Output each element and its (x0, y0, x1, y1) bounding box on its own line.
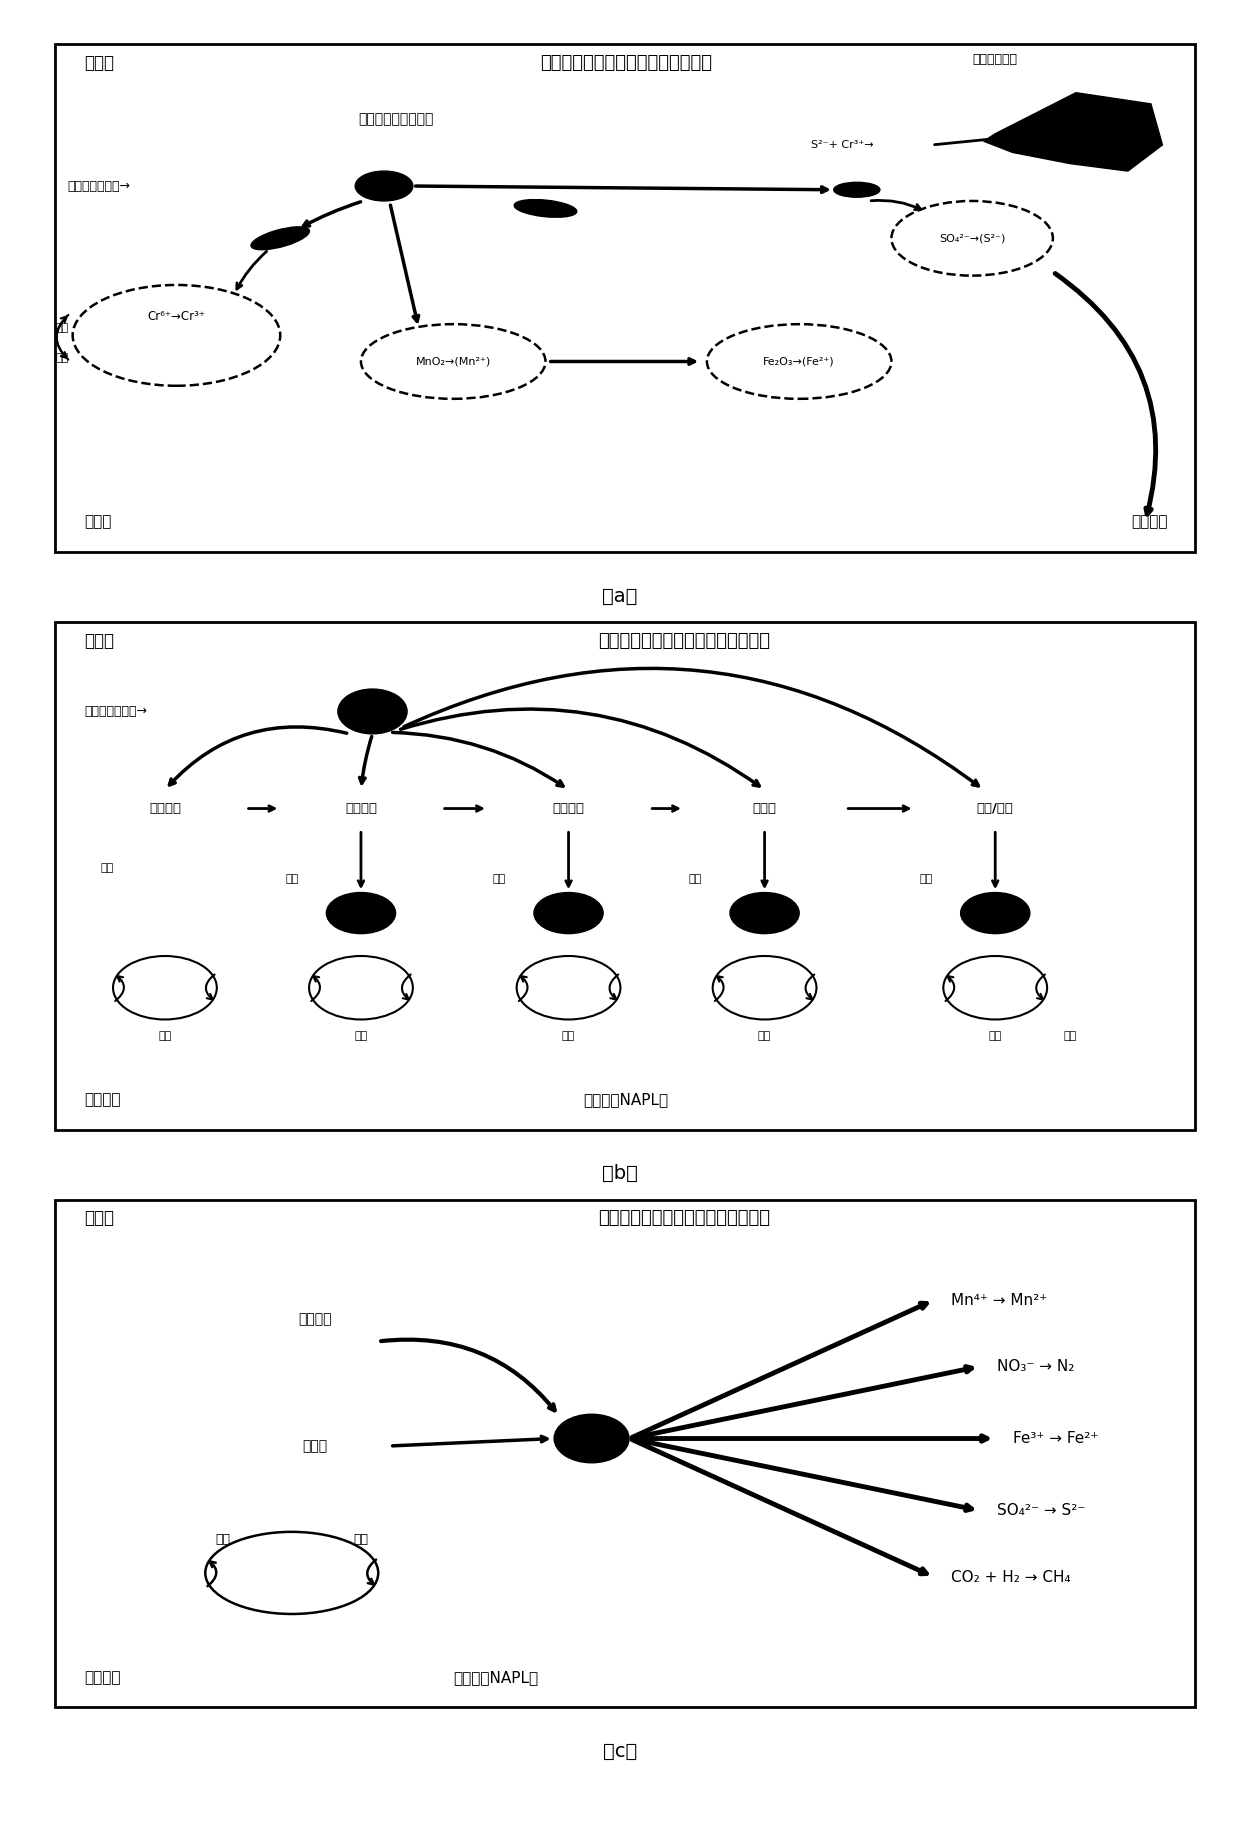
Text: Fe³⁺ → Fe²⁺: Fe³⁺ → Fe²⁺ (1013, 1431, 1097, 1445)
Ellipse shape (554, 1414, 629, 1464)
Ellipse shape (73, 284, 280, 385)
Text: 脱附: 脱附 (355, 1031, 367, 1042)
FancyBboxPatch shape (56, 44, 1194, 552)
Ellipse shape (515, 200, 577, 216)
Ellipse shape (326, 893, 396, 934)
Text: 四氯乙烯: 四氯乙烯 (149, 801, 181, 814)
Ellipse shape (713, 956, 816, 1020)
Text: 脱附: 脱附 (1064, 1031, 1076, 1042)
Text: 土壤表面: 土壤表面 (84, 1671, 120, 1685)
Ellipse shape (355, 171, 413, 202)
Text: MnO₂→(Mn²⁺): MnO₂→(Mn²⁺) (415, 356, 491, 367)
Ellipse shape (339, 690, 407, 734)
Ellipse shape (250, 227, 310, 249)
Text: 吸附: 吸附 (492, 875, 506, 884)
Ellipse shape (707, 325, 892, 398)
Text: 吸附: 吸附 (688, 875, 702, 884)
Ellipse shape (833, 182, 880, 198)
Text: 生物化学还原／去毒: 生物化学还原／去毒 (358, 112, 433, 127)
Ellipse shape (944, 956, 1047, 1020)
Text: SO₄²⁻→(S²⁻): SO₄²⁻→(S²⁻) (939, 233, 1006, 244)
Text: 脱附: 脱附 (758, 1031, 771, 1042)
Text: 吸附相: 吸附相 (84, 515, 112, 530)
Text: 氯乙烯: 氯乙烯 (753, 801, 776, 814)
Text: 脱附: 脱附 (159, 1031, 171, 1042)
Text: 吸附相、NAPL相: 吸附相、NAPL相 (584, 1093, 668, 1108)
Ellipse shape (113, 956, 217, 1020)
Text: 地下水: 地下水 (84, 631, 114, 649)
FancyBboxPatch shape (56, 1199, 1194, 1707)
Text: NO₃⁻ → N₂: NO₃⁻ → N₂ (997, 1359, 1074, 1374)
Text: 吸附: 吸附 (919, 875, 932, 884)
Text: 三氯乙烯: 三氯乙烯 (345, 801, 377, 814)
Polygon shape (983, 94, 1162, 171)
Text: Mn⁴⁺ → Mn²⁺: Mn⁴⁺ → Mn²⁺ (951, 1293, 1048, 1308)
Text: （b）: （b） (603, 1165, 637, 1183)
Text: 吸附相、NAPL相: 吸附相、NAPL相 (454, 1671, 538, 1685)
Text: （c）: （c） (603, 1742, 637, 1761)
Text: 脱附: 脱附 (988, 1031, 1002, 1042)
Ellipse shape (309, 956, 413, 1020)
Text: 氯代烃生物化学还原反应机理示意图: 氯代烃生物化学还原反应机理示意图 (598, 631, 770, 649)
Text: 吸附: 吸附 (56, 323, 68, 334)
FancyBboxPatch shape (56, 622, 1194, 1130)
Ellipse shape (206, 1531, 378, 1614)
Text: 脱附: 脱附 (353, 1533, 368, 1546)
Ellipse shape (534, 893, 603, 934)
Text: S²⁻+ Cr³⁺→: S²⁻+ Cr³⁺→ (811, 139, 873, 150)
Text: 吸附: 吸附 (215, 1533, 231, 1546)
Text: CO₂ + H₂ → CH₄: CO₂ + H₂ → CH₄ (951, 1570, 1071, 1585)
Text: 乙烯/乙烷: 乙烯/乙烷 (977, 801, 1013, 814)
Text: 脱附: 脱附 (562, 1031, 575, 1042)
Text: 土壤表面: 土壤表面 (1132, 515, 1168, 530)
Text: （固体）: （固体） (1122, 103, 1148, 112)
Text: Fe₂O₃→(Fe²⁺): Fe₂O₃→(Fe²⁺) (764, 356, 835, 367)
Text: 沉淀反应示例: 沉淀反应示例 (972, 53, 1017, 66)
Text: 吸附: 吸附 (285, 875, 299, 884)
Ellipse shape (517, 956, 620, 1020)
Ellipse shape (961, 893, 1030, 934)
Text: 二氯乙烯: 二氯乙烯 (553, 801, 584, 814)
Text: 吸附: 吸附 (100, 864, 114, 873)
Text: 石油烃生物化学氧化反应机理示意图: 石油烃生物化学氧化反应机理示意图 (598, 1209, 770, 1227)
Text: 有机碳发酵分解→: 有机碳发酵分解→ (67, 180, 130, 193)
Text: 地下水: 地下水 (84, 53, 114, 72)
Text: 土壤表面: 土壤表面 (84, 1093, 120, 1108)
Text: Cr⁶⁺→Cr³⁺: Cr⁶⁺→Cr³⁺ (148, 310, 206, 323)
Text: 六价铬生物化学还原反应机理示意图: 六价铬生物化学还原反应机理示意图 (541, 53, 712, 72)
Text: 石油烃: 石油烃 (303, 1440, 327, 1453)
Text: 短链烷烃: 短链烷烃 (298, 1311, 331, 1326)
Ellipse shape (730, 893, 800, 934)
Ellipse shape (892, 202, 1053, 275)
Text: （a）: （a） (603, 587, 637, 605)
Text: SO₄²⁻ → S²⁻: SO₄²⁻ → S²⁻ (997, 1504, 1085, 1519)
Ellipse shape (361, 325, 546, 398)
Text: 脱附: 脱附 (56, 352, 68, 363)
Text: 有机碳发酵分解→: 有机碳发酵分解→ (84, 704, 148, 717)
Text: 地下水: 地下水 (84, 1209, 114, 1227)
